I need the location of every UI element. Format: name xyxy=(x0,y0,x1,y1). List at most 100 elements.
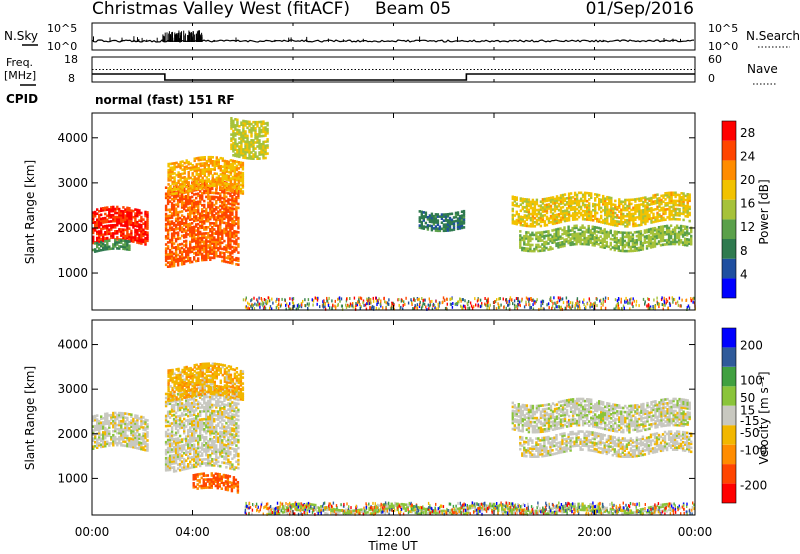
heatmap-cell xyxy=(164,206,168,210)
heatmap-cell xyxy=(217,232,220,236)
heatmap-cell xyxy=(301,303,303,307)
heatmap-cell xyxy=(616,224,619,227)
heatmap-cell xyxy=(678,201,681,205)
heatmap-cell xyxy=(112,433,115,437)
heatmap-cell xyxy=(98,213,101,217)
heatmap-cell xyxy=(653,235,657,238)
heatmap-cell xyxy=(553,238,556,242)
heatmap-cell xyxy=(661,227,665,230)
heatmap-cell xyxy=(189,226,192,230)
heatmap-cell xyxy=(432,216,436,220)
heatmap-cell xyxy=(168,460,172,464)
heatmap-cell xyxy=(563,197,567,200)
heatmap-cell xyxy=(217,158,220,162)
heatmap-cell xyxy=(579,205,583,209)
heatmap-cell xyxy=(519,217,522,221)
heatmap-cell xyxy=(233,250,236,253)
heatmap-cell xyxy=(665,224,669,228)
heatmap-cell xyxy=(407,301,410,305)
heatmap-cell xyxy=(631,235,635,238)
heatmap-cell xyxy=(575,232,578,236)
heatmap-cell xyxy=(531,231,534,235)
heatmap-cell xyxy=(626,206,629,210)
heatmap-cell xyxy=(227,208,230,211)
heatmap-cell xyxy=(225,222,228,225)
heatmap-cell xyxy=(679,230,683,234)
heatmap-cell xyxy=(585,236,588,240)
heatmap-cell xyxy=(545,209,549,213)
heatmap-cell xyxy=(679,239,683,242)
heatmap-cell xyxy=(211,160,214,163)
heatmap-cell xyxy=(688,240,691,243)
heatmap-cell xyxy=(658,201,661,204)
heatmap-cell xyxy=(124,444,127,448)
heatmap-cell xyxy=(201,180,204,184)
heatmap-cell xyxy=(539,200,543,203)
heatmap-cell xyxy=(170,254,174,258)
heatmap-cell xyxy=(92,429,95,432)
heatmap-cell xyxy=(295,307,298,311)
heatmap-cell xyxy=(631,245,635,249)
heatmap-cell xyxy=(525,218,529,222)
heatmap-cell xyxy=(108,224,111,227)
heatmap-cell xyxy=(260,120,263,124)
heatmap-cell xyxy=(146,449,149,452)
heatmap-cell xyxy=(229,233,232,236)
heatmap-cell xyxy=(130,415,133,418)
heatmap-cell xyxy=(140,228,143,231)
heatmap-cell xyxy=(628,198,631,202)
heatmap-cell xyxy=(600,298,602,302)
heatmap-cell xyxy=(635,230,639,234)
heatmap-cell xyxy=(288,307,290,311)
heatmap-cell xyxy=(205,160,208,163)
heatmap-cell xyxy=(446,221,450,224)
heatmap-cell xyxy=(543,224,547,227)
heatmap-cell xyxy=(229,253,232,256)
heatmap-cell xyxy=(217,242,220,246)
heatmap-cell xyxy=(106,224,109,228)
heatmap-cell xyxy=(643,229,647,232)
heatmap-cell xyxy=(242,121,245,125)
heatmap-cell xyxy=(237,224,240,228)
heatmap-cell xyxy=(232,141,235,145)
heatmap-cell xyxy=(114,243,117,246)
heatmap-cell xyxy=(235,210,238,213)
heatmap-cell xyxy=(529,239,532,243)
heatmap-cell xyxy=(183,223,186,227)
heatmap-cell xyxy=(630,212,633,216)
heatmap-cell xyxy=(604,213,607,217)
heatmap-cell xyxy=(531,212,535,216)
heatmap-cell xyxy=(134,224,137,228)
heatmap-cell xyxy=(489,303,491,307)
heatmap-cell xyxy=(211,184,214,187)
heatmap-cell xyxy=(112,213,115,217)
heatmap-cell xyxy=(418,297,420,301)
heatmap-cell xyxy=(197,192,200,195)
heatmap-cell xyxy=(674,213,677,217)
heatmap-cell xyxy=(658,197,661,200)
heatmap-cell xyxy=(262,150,265,154)
heatmap-cell xyxy=(172,207,176,211)
heatmap-cell xyxy=(592,215,595,218)
heatmap-cell xyxy=(164,249,168,252)
heatmap-cell xyxy=(493,300,496,304)
heatmap-cell xyxy=(523,200,526,203)
heatmap-cell xyxy=(435,299,437,303)
heatmap-cell xyxy=(118,217,121,221)
heatmap-cell xyxy=(193,205,196,208)
heatmap-cell xyxy=(199,230,202,234)
heatmap-cell xyxy=(262,134,265,138)
heatmap-cell xyxy=(207,197,210,201)
heatmap-cell xyxy=(233,236,236,239)
heatmap-cell xyxy=(567,299,570,303)
heatmap-cell xyxy=(535,218,539,222)
heatmap-cell xyxy=(239,177,243,181)
heatmap-cell xyxy=(185,205,188,208)
heatmap-cell xyxy=(398,303,400,307)
heatmap-cell xyxy=(593,307,595,311)
heatmap-cell xyxy=(225,248,228,251)
heatmap-cell xyxy=(166,458,170,462)
heatmap-cell xyxy=(209,252,212,255)
heatmap-cell xyxy=(140,234,143,237)
heatmap-cell xyxy=(130,221,133,225)
